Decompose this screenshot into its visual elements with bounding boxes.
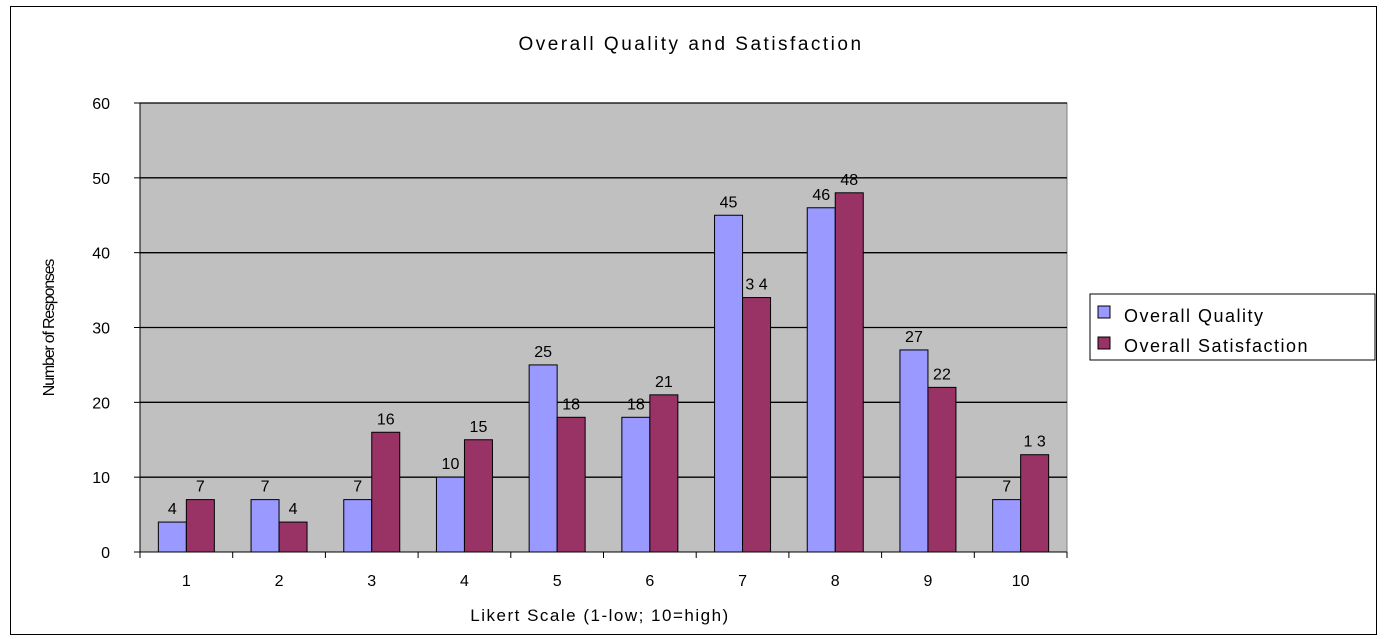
bar-overall-satisfaction: [278, 521, 308, 553]
bar-overall-satisfaction: [556, 416, 586, 553]
data-label-overall-quality: 25: [534, 344, 552, 361]
x-tick-label: 4: [460, 573, 469, 590]
data-label-overall-satisfaction: 16: [377, 411, 395, 428]
x-tick-label: 7: [738, 573, 747, 590]
x-tick-label: 3: [367, 573, 376, 590]
y-tick-label: 40: [92, 246, 110, 263]
y-tick-label: 30: [92, 321, 110, 338]
bar-overall-satisfaction: [463, 439, 493, 553]
data-label-overall-quality: 18: [627, 396, 645, 413]
data-label-overall-quality: 7: [1002, 479, 1011, 496]
data-label-overall-satisfaction: 3 4: [745, 277, 767, 294]
x-tick-label: 9: [923, 573, 932, 590]
bar-overall-satisfaction: [834, 192, 864, 553]
bar-overall-quality: [621, 416, 651, 553]
bar-overall-satisfaction: [1020, 454, 1050, 553]
data-label-overall-satisfaction: 4: [289, 501, 298, 518]
x-tick-label: 1: [182, 573, 191, 590]
data-label-overall-quality: 4: [168, 501, 177, 518]
x-tick-label: 10: [1012, 573, 1030, 590]
x-tick-label: 5: [553, 573, 562, 590]
data-label-overall-quality: 7: [353, 479, 362, 496]
y-tick-label: 20: [92, 395, 110, 412]
bar-overall-quality: [157, 521, 187, 553]
x-tick-label: 2: [275, 573, 284, 590]
bar-overall-satisfaction: [927, 386, 957, 553]
data-label-overall-satisfaction: 7: [196, 479, 205, 496]
bar-overall-quality: [528, 364, 558, 553]
legend-swatch-overall-satisfaction: [1097, 336, 1111, 350]
legend: Overall Quality Overall Satisfaction: [1089, 293, 1376, 361]
x-tick-label: 8: [831, 573, 840, 590]
data-label-overall-satisfaction: 15: [470, 419, 488, 436]
data-label-overall-satisfaction: 18: [562, 396, 580, 413]
y-tick-label: 10: [92, 470, 110, 487]
y-tick-label: 60: [92, 96, 110, 113]
data-labels: 4 7 7 10 25 18 45 46 27 7 7 4 16 15 18 21 3 4 48 22 1 3: [168, 172, 1046, 518]
y-tick-label: 0: [101, 545, 110, 562]
chart-title: Overall Quality and Satisfaction: [518, 34, 863, 55]
data-label-overall-quality: 27: [905, 329, 923, 346]
x-axis-title: Likert Scale (1-low; 10=high): [470, 606, 729, 625]
bar-overall-satisfaction: [371, 431, 401, 553]
data-label-overall-satisfaction: 1 3: [1024, 434, 1046, 451]
data-label-overall-satisfaction: 48: [840, 172, 858, 189]
legend-swatch-overall-quality: [1097, 305, 1111, 319]
bar-overall-quality: [250, 499, 280, 553]
data-label-overall-satisfaction: 22: [933, 366, 951, 383]
bar-overall-satisfaction: [185, 499, 215, 553]
legend-label-overall-quality: Overall Quality: [1124, 306, 1265, 326]
bars: [157, 192, 1050, 553]
bar-overall-quality: [806, 207, 836, 553]
bar-overall-quality: [714, 214, 744, 553]
y-tick-label: 50: [92, 171, 110, 188]
bar-overall-quality: [343, 499, 373, 553]
bar-overall-quality: [435, 476, 465, 553]
data-label-overall-quality: 46: [812, 187, 830, 204]
data-label-overall-quality: 7: [261, 479, 270, 496]
gridlines: [140, 102, 1067, 478]
bar-overall-satisfaction: [649, 394, 679, 553]
legend-label-overall-satisfaction: Overall Satisfaction: [1124, 336, 1309, 356]
legend-box: [1089, 293, 1376, 361]
x-tick-label: 6: [645, 573, 654, 590]
axes: [134, 102, 1068, 558]
bar-overall-quality: [899, 349, 929, 553]
data-label-overall-satisfaction: 21: [655, 374, 673, 391]
bar-overall-satisfaction: [742, 297, 772, 553]
y-axis-title: Number of Responses: [41, 259, 58, 397]
data-label-overall-quality: 10: [442, 456, 460, 473]
bar-overall-quality: [992, 499, 1022, 553]
data-label-overall-quality: 45: [720, 194, 738, 211]
